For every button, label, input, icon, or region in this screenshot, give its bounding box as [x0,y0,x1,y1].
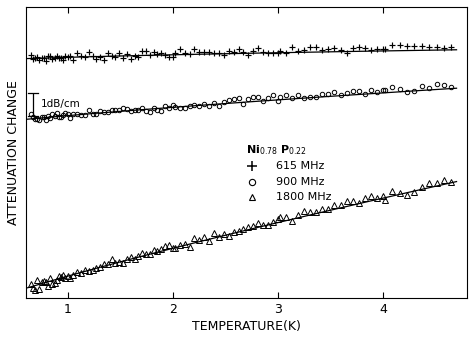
Text: 1800 MHz: 1800 MHz [276,192,331,202]
Text: Ni$_{0.78}$ P$_{0.22}$: Ni$_{0.78}$ P$_{0.22}$ [246,143,307,157]
Text: 900 MHz: 900 MHz [276,176,324,187]
Y-axis label: ATTENUATION CHANGE: ATTENUATION CHANGE [7,80,20,225]
X-axis label: TEMPERATURE(K): TEMPERATURE(K) [192,320,301,333]
Text: 615 MHz: 615 MHz [276,161,324,171]
Text: 1dB/cm: 1dB/cm [41,99,81,109]
